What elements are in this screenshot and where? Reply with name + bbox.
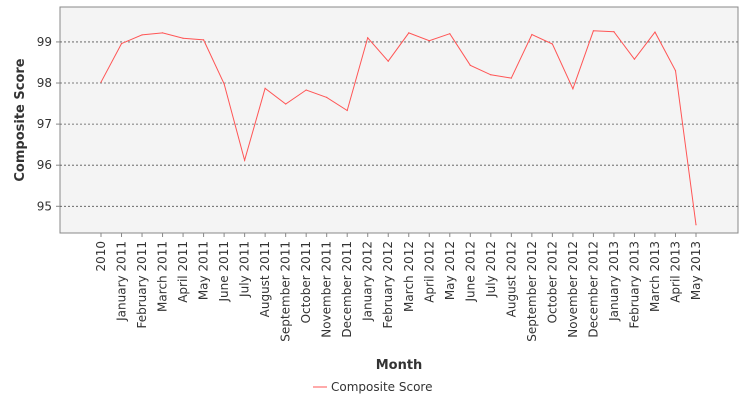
x-axis-ticks: 2010 January 2011 February 2011 March 2011 A… xyxy=(94,233,703,342)
data-point xyxy=(469,64,471,66)
x-tick-label: August 2011 xyxy=(258,241,272,317)
data-point xyxy=(202,39,205,41)
y-tick-label: 95 xyxy=(37,199,52,213)
series-line-composite-score xyxy=(100,30,697,225)
x-tick-label: October 2012 xyxy=(545,241,559,323)
x-tick-label: February 2011 xyxy=(135,241,149,329)
data-point xyxy=(141,34,143,36)
y-tick-label: 97 xyxy=(37,117,52,131)
data-point xyxy=(449,33,451,35)
x-tick-label: April 2011 xyxy=(176,241,190,303)
x-tick-label: January 2011 xyxy=(115,241,129,322)
x-tick-label: November 2011 xyxy=(320,241,334,338)
data-point xyxy=(264,87,266,89)
x-tick-label: April 2013 xyxy=(668,241,682,303)
series-layer xyxy=(100,30,697,226)
data-point xyxy=(572,88,574,90)
x-tick-label: June 2011 xyxy=(217,241,231,303)
x-tick-label: May 2013 xyxy=(689,241,703,300)
data-point xyxy=(182,37,184,39)
x-tick-label: May 2012 xyxy=(443,241,457,300)
plot-area xyxy=(59,6,739,234)
x-tick-label: September 2012 xyxy=(525,241,539,342)
data-point xyxy=(100,81,102,83)
data-point xyxy=(592,30,595,32)
data-point xyxy=(408,32,410,34)
data-point xyxy=(244,159,246,161)
y-tick-label: 98 xyxy=(37,76,52,90)
y-tick-label: 99 xyxy=(37,35,52,49)
data-point xyxy=(326,96,328,98)
data-point xyxy=(654,31,656,33)
data-point xyxy=(223,83,225,85)
y-tick-label: 96 xyxy=(37,158,52,172)
x-axis-title: Month xyxy=(376,358,423,373)
x-tick-label: September 2011 xyxy=(279,241,293,342)
data-point xyxy=(551,43,553,45)
x-tick-label: July 2012 xyxy=(484,241,498,298)
x-tick-label: April 2012 xyxy=(422,241,436,303)
x-tick-label: January 2013 xyxy=(607,241,621,322)
x-tick-label: March 2012 xyxy=(402,241,416,312)
x-tick-label: March 2011 xyxy=(156,241,170,312)
x-tick-label: November 2012 xyxy=(566,241,580,338)
data-point xyxy=(346,109,348,112)
data-point xyxy=(613,31,615,33)
y-axis-title: Composite Score xyxy=(13,58,28,181)
data-point xyxy=(490,74,492,76)
data-point xyxy=(305,89,307,91)
y-axis-ticks: 95 96 97 98 99 xyxy=(37,35,60,213)
data-point xyxy=(633,58,636,60)
data-point xyxy=(695,224,697,226)
x-tick-label: February 2013 xyxy=(627,241,641,329)
data-point xyxy=(387,60,389,62)
data-point xyxy=(510,77,512,79)
x-tick-label: January 2012 xyxy=(361,241,375,322)
legend: Composite Score xyxy=(313,380,432,394)
x-tick-label: December 2012 xyxy=(586,241,600,338)
data-point xyxy=(428,40,430,42)
data-point xyxy=(161,32,164,34)
x-tick-label: December 2011 xyxy=(340,241,354,338)
x-tick-label: October 2011 xyxy=(299,241,313,323)
x-tick-label: 2010 xyxy=(94,241,108,272)
legend-label: Composite Score xyxy=(331,380,432,394)
x-tick-label: July 2011 xyxy=(238,241,252,298)
grid-lines xyxy=(60,41,738,207)
x-tick-label: February 2012 xyxy=(381,241,395,329)
data-point xyxy=(531,33,533,36)
x-tick-label: May 2011 xyxy=(197,241,211,300)
x-tick-label: June 2012 xyxy=(463,241,477,303)
data-point xyxy=(120,42,123,45)
data-point xyxy=(367,37,369,39)
data-point xyxy=(285,103,287,105)
x-tick-label: August 2012 xyxy=(504,241,518,317)
data-point xyxy=(674,70,677,72)
x-tick-label: March 2013 xyxy=(648,241,662,312)
